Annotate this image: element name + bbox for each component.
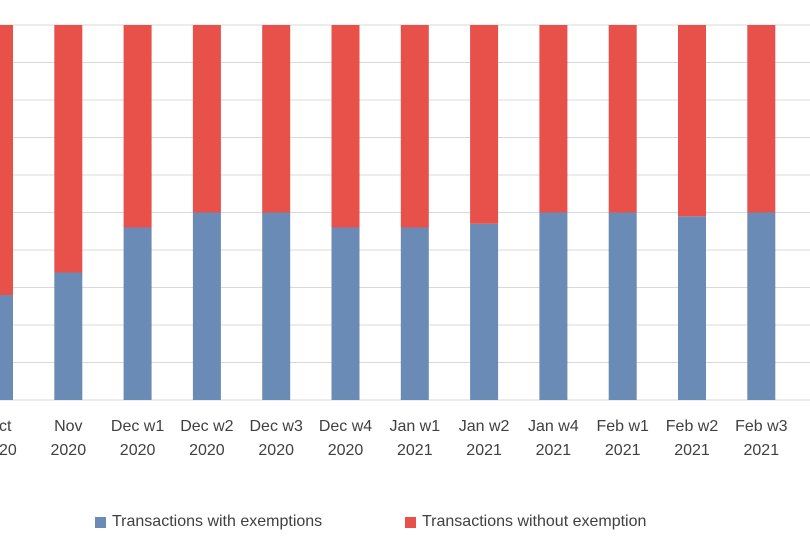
- x-tick-label: Jan w2 2021: [458, 418, 510, 459]
- x-tick-label: Dec w3 2020: [249, 418, 303, 459]
- bar-segment: [54, 25, 83, 273]
- legend-swatch: [95, 516, 106, 528]
- bar-segment: [331, 25, 360, 228]
- x-tick-label: Dec w4 2020: [318, 418, 373, 459]
- bar-segment: [123, 227, 152, 400]
- bar-segment: [400, 25, 429, 228]
- legend-swatch: [405, 516, 416, 528]
- x-tick-label: Feb w3 2021: [735, 418, 788, 459]
- bar-segment: [262, 212, 291, 400]
- bar-segment: [539, 212, 568, 400]
- bar-segment: [747, 212, 776, 400]
- x-tick-label: Jan w4 2021: [528, 418, 579, 459]
- bar-segment: [678, 25, 706, 217]
- bar-segment: [262, 25, 291, 213]
- bar-segment: [331, 227, 360, 400]
- bar-segment: [608, 25, 637, 213]
- legend-item: Transactions with exemptions: [95, 513, 322, 531]
- bar-segment: [123, 25, 152, 228]
- x-tick-label: Feb w1 2021: [596, 418, 649, 459]
- legend-label: Transactions without exemption: [422, 513, 647, 530]
- bar-segment: [608, 212, 637, 400]
- x-tick-label: Oct 2020: [0, 418, 17, 459]
- bar-segment: [0, 295, 13, 400]
- bar-segment: [0, 25, 13, 295]
- bar-segment: [192, 212, 221, 400]
- bar-segment: [400, 227, 429, 400]
- bar-segment: [470, 223, 499, 400]
- bar-segment: [54, 272, 83, 400]
- bar-segment: [192, 25, 221, 213]
- legend-item: Transactions without exemption: [405, 513, 646, 531]
- bar-segment: [470, 25, 499, 224]
- legend-label: Transactions with exemptions: [112, 513, 323, 530]
- x-tick-label: Dec w2 2020: [180, 418, 234, 459]
- x-tick-label: Nov 2020: [50, 418, 87, 459]
- x-tick-label: Dec w1 2020: [110, 418, 165, 459]
- bar-segment: [678, 216, 706, 400]
- bar-segment: [747, 25, 776, 213]
- bar-segment: [539, 25, 568, 213]
- x-tick-label: Feb w2 2021: [665, 418, 719, 459]
- x-tick-label: Jan w1 2021: [389, 418, 441, 459]
